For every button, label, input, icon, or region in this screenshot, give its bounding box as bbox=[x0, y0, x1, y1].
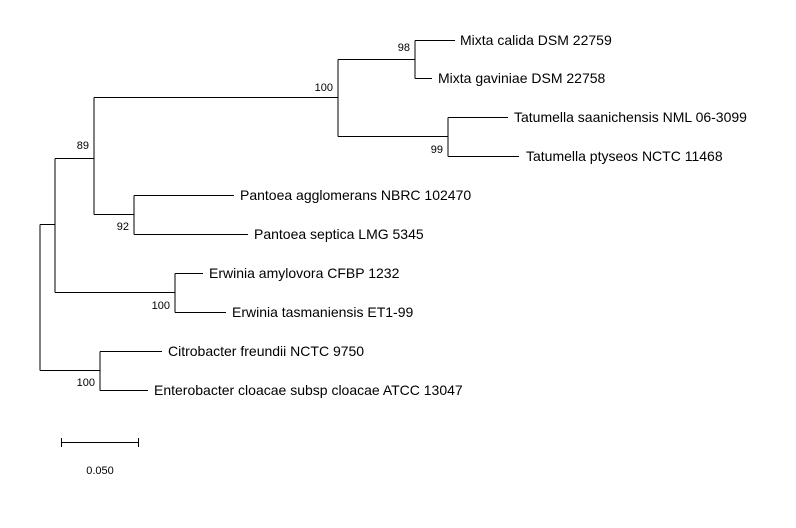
scale-bar: 0.050 bbox=[61, 438, 139, 477]
taxon-label: Citrobacter freundii NCTC 9750 bbox=[168, 343, 364, 359]
scale-bar-label: 0.050 bbox=[86, 465, 114, 477]
bootstrap-value-erwinia: 100 bbox=[152, 300, 170, 312]
taxon-label: Pantoea agglomerans NBRC 102470 bbox=[240, 187, 471, 203]
bootstrap-value-tatumella: 99 bbox=[431, 144, 443, 156]
bootstrap-value-mixta: 98 bbox=[398, 42, 410, 54]
bootstrap-value-mixta-tatumella: 100 bbox=[315, 82, 333, 94]
bootstrap-value-outgroup: 100 bbox=[77, 377, 95, 389]
bootstrap-value-pantoea: 92 bbox=[117, 221, 129, 233]
taxon-label: Mixta calida DSM 22759 bbox=[460, 32, 612, 48]
taxon-label: Mixta gaviniae DSM 22758 bbox=[438, 70, 606, 86]
taxon-label: Tatumella ptyseos NCTC 11468 bbox=[526, 148, 723, 164]
taxon-label: Pantoea septica LMG 5345 bbox=[254, 226, 424, 242]
taxon-label: Erwinia tasmaniensis ET1-99 bbox=[232, 304, 414, 320]
taxon-label: Enterobacter cloacae subsp cloacae ATCC … bbox=[154, 382, 463, 398]
taxon-label: Erwinia amylovora CFBP 1232 bbox=[209, 265, 400, 281]
taxon-label: Tatumella saanichensis NML 06-3099 bbox=[514, 109, 747, 125]
bootstrap-value-ingroup: 89 bbox=[77, 140, 89, 152]
